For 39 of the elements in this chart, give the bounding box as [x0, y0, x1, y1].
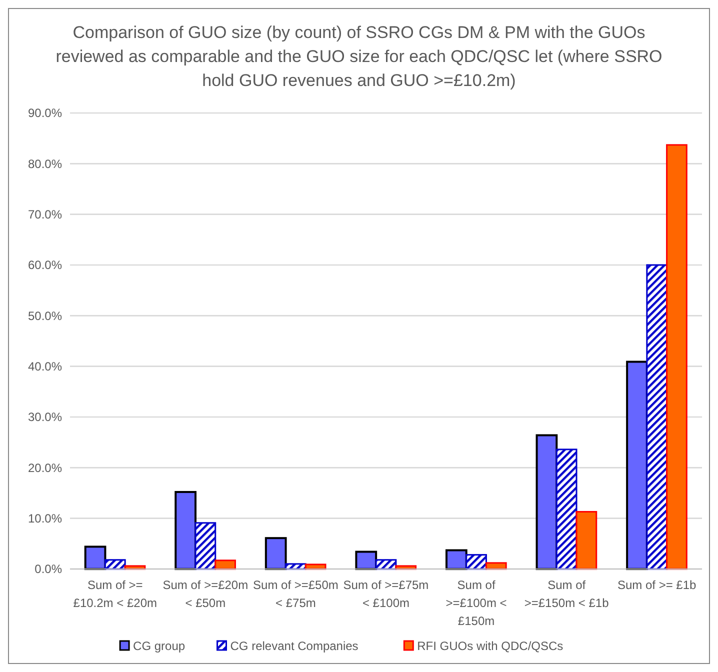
y-tick-label: 70.0% — [28, 208, 62, 222]
bar — [214, 560, 236, 570]
y-tick-label: 60.0% — [28, 258, 62, 272]
bar — [395, 565, 417, 570]
x-tick-label: Sum of >=£50m < £75m — [253, 578, 338, 610]
y-tick-label: 40.0% — [28, 360, 62, 374]
bar — [84, 546, 106, 570]
bar — [304, 564, 326, 570]
bar — [626, 360, 648, 570]
x-tick-label: Sum of >=£100m < £150m — [446, 578, 507, 628]
bar — [646, 264, 668, 570]
bar — [556, 448, 578, 570]
bar — [536, 434, 558, 570]
y-tick-label: 50.0% — [28, 308, 62, 323]
bar — [194, 522, 216, 570]
x-tick-label: Sum of >=£150m < £1b — [524, 578, 610, 610]
bar — [576, 510, 598, 570]
bar — [666, 144, 688, 570]
y-tick-label: 30.0% — [28, 410, 62, 424]
bar — [264, 537, 287, 570]
y-tick-label: 0.0% — [34, 562, 62, 576]
x-tick-label: Sum of >= £10.2m < £20m — [73, 578, 158, 610]
x-tick-label: Sum of >=£20m < £50m — [162, 578, 248, 610]
x-tick-label: Sum of >= £1b — [617, 578, 697, 592]
bar — [355, 550, 378, 570]
bar — [466, 554, 487, 570]
y-tick-label: 80.0% — [28, 156, 62, 171]
legend-label: RFI GUOs with QDC/QSCs — [417, 639, 564, 653]
bar — [104, 559, 126, 570]
bar — [485, 562, 507, 570]
bar — [375, 559, 397, 570]
bar — [174, 490, 196, 570]
legend-label: CG relevant Companies — [230, 639, 358, 653]
legend-label: CG group — [133, 639, 186, 653]
y-tick-label: 20.0% — [28, 460, 62, 475]
y-tick-label: 90.0% — [28, 106, 62, 120]
chart-title: Comparison of GUO size (by count) of SSRO CGs DM & PM with the GUOs reviewed as comparable and the GUO size for each QDC/QSC let (where SSRO hold GUO revenues and GUO >=£10.2m) — [56, 23, 662, 90]
y-tick-label: 10.0% — [28, 512, 62, 526]
x-tick-label: Sum of >=£75m < £100m — [343, 578, 429, 610]
